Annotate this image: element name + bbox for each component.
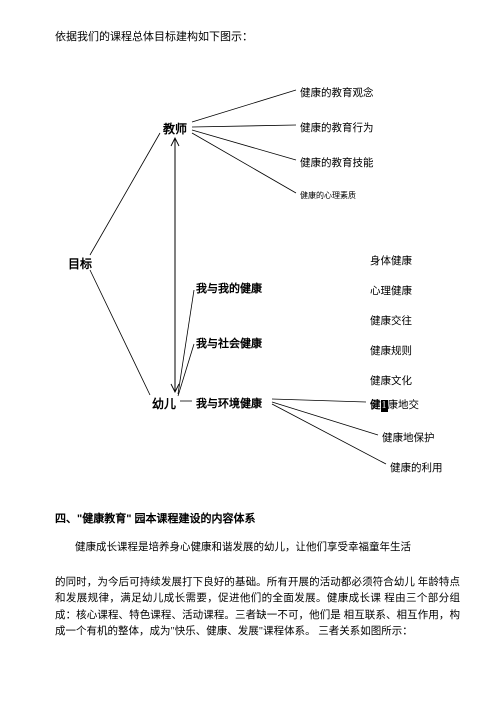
intro-text: 依据我们的课程总体目标建构如下图示： bbox=[55, 28, 253, 44]
teacher-item-1: 健康的教育行为 bbox=[300, 120, 374, 135]
right-item-1: 心理健康 bbox=[370, 283, 412, 298]
para-2: 的同时，为今后可持续发展打下良好的基础。所有开展的活动都必须符合幼儿 年龄特点和… bbox=[55, 575, 460, 640]
teacher-item-2: 健康的教育技能 bbox=[300, 155, 374, 170]
right-item-8: 健康的利用 bbox=[390, 460, 443, 475]
teacher-item-0: 健康的教育观念 bbox=[300, 85, 374, 100]
mid-node-2: 我与环境健康 bbox=[196, 395, 262, 411]
teacher-node: 教师 bbox=[163, 120, 187, 137]
right-item-5a: 健 bbox=[370, 399, 381, 411]
mid-node-1: 我与社会健康 bbox=[196, 335, 262, 351]
page: 依据我们的课程总体目标建构如下图示： 目标 教师 健康的教育观念 健康的教育行为… bbox=[0, 0, 500, 702]
mid-node-0: 我与我的健康 bbox=[196, 280, 262, 296]
right-item-4: 健康文化 bbox=[370, 373, 412, 388]
child-node: 幼儿 bbox=[152, 395, 176, 412]
teacher-item-3: 健康的心理素质 bbox=[300, 190, 356, 201]
right-item-3: 健康规则 bbox=[370, 343, 412, 358]
right-item-2: 健康交往 bbox=[370, 313, 412, 328]
black-box: 1 bbox=[381, 400, 388, 412]
right-item-5b: 康地交 bbox=[388, 400, 420, 411]
right-item-0: 身体健康 bbox=[370, 253, 412, 268]
section-heading: 四、"健康教育" 园本课程建设的内容体系 bbox=[55, 510, 256, 526]
right-item-5-wrap: 健1康地交 bbox=[370, 397, 419, 412]
para-1: 健康成长课程是培养身心健康和谐发展的幼儿，让他们享受幸福童年生活 bbox=[75, 540, 455, 556]
right-item-7: 健康地保护 bbox=[382, 430, 435, 445]
root-node: 目标 bbox=[68, 255, 92, 272]
